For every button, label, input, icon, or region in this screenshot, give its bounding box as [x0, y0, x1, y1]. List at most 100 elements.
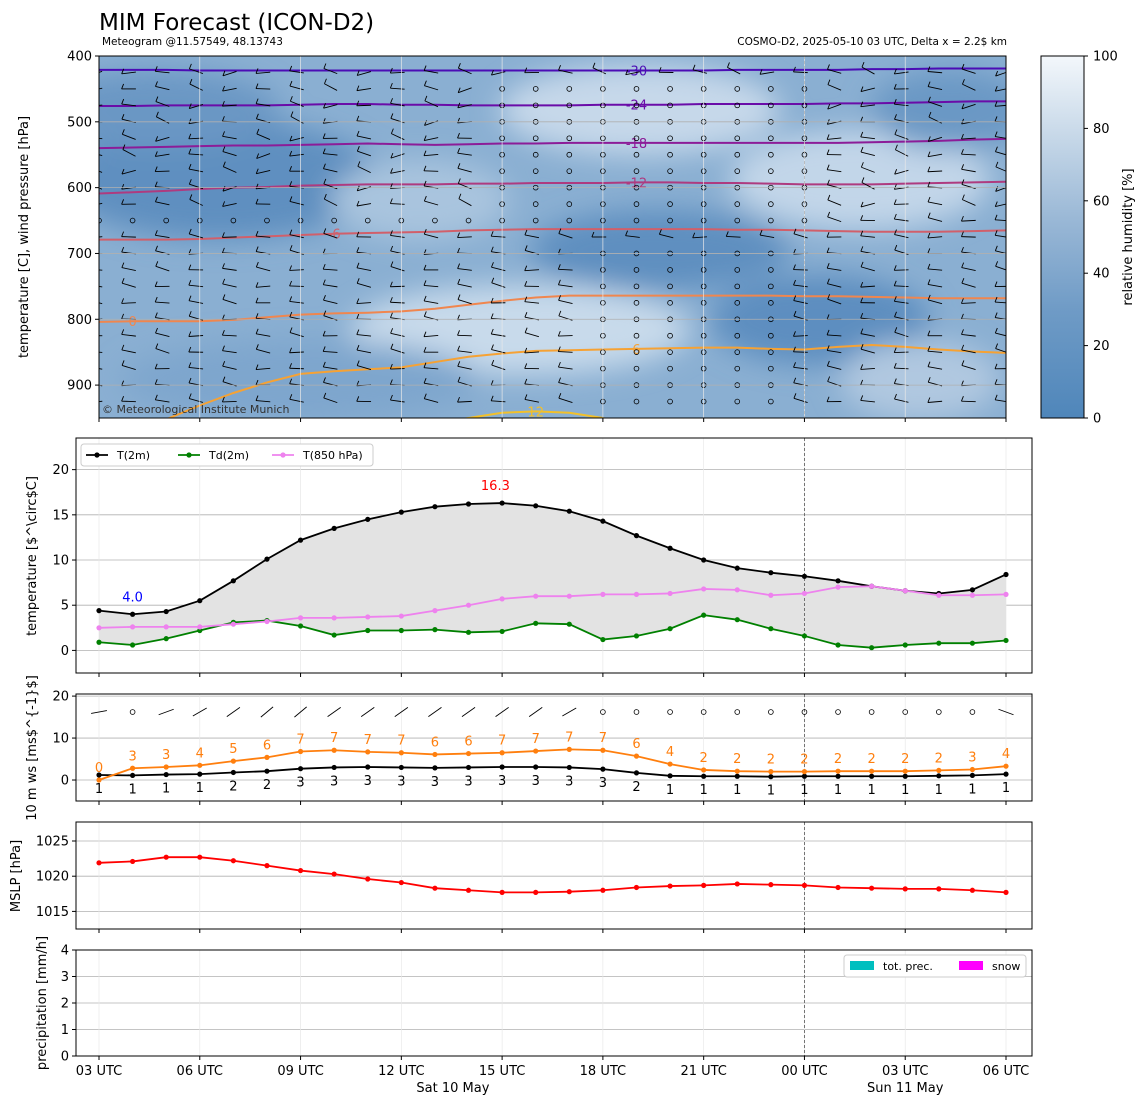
wind-frame — [75, 693, 1033, 802]
t2m-point — [230, 578, 236, 584]
wind-mean-point — [1003, 771, 1009, 777]
wind-barb — [894, 169, 909, 175]
wind-barb — [155, 153, 170, 157]
wind-barb-flag — [221, 314, 225, 320]
wind-barb-flag — [860, 297, 864, 303]
wind-mean-point — [533, 764, 539, 770]
wind-barb-flag — [994, 101, 998, 107]
wind-barb-flag — [491, 344, 494, 350]
wind-barb-flag — [222, 201, 226, 207]
t850-point — [230, 621, 236, 627]
wind-barb-flag — [155, 81, 158, 87]
calm-marker — [768, 102, 774, 109]
gust-label: 7 — [364, 733, 372, 748]
isotherm--18 — [99, 137, 1006, 150]
wind-barb-flag — [289, 378, 293, 384]
gust-label: 4 — [1002, 747, 1010, 762]
td2m-point — [633, 633, 640, 639]
wind-barb-flag — [356, 329, 360, 335]
calm-marker — [734, 300, 741, 306]
wind-barb — [793, 300, 808, 304]
y-tick-label: 20 — [52, 463, 69, 478]
wind-barb — [155, 136, 170, 142]
calm-marker — [936, 709, 942, 715]
calm-marker — [633, 365, 640, 372]
wind-barb — [390, 399, 405, 403]
wind-barb-flag — [558, 310, 562, 317]
wind-barb-flag — [356, 360, 360, 366]
humidity-contours — [99, 65, 1006, 418]
wind-barb-flag — [860, 261, 864, 268]
wind-barb-flag — [188, 148, 192, 155]
wind-barb-flag — [356, 313, 360, 320]
td2m-point — [869, 645, 875, 651]
wind-barb-flag — [793, 393, 797, 399]
wind-barb — [827, 267, 842, 271]
wind-barb — [99, 236, 103, 238]
wind-gust-point — [96, 777, 102, 783]
wind-barb-flag — [255, 328, 259, 334]
calm-marker — [633, 201, 640, 207]
wind-barb — [356, 203, 372, 207]
wind-barb — [289, 85, 304, 91]
wind-barb-flag — [827, 79, 831, 85]
wind-barb-flag — [289, 363, 292, 369]
t850-point — [969, 592, 976, 598]
wind-gust-point — [869, 768, 875, 774]
wind-barb — [323, 104, 338, 109]
wind-barb-flag — [155, 343, 159, 349]
wind-barb — [759, 234, 775, 239]
mslp-point — [264, 863, 270, 869]
time-tick-label: 15 UTC — [479, 1064, 525, 1079]
wind-barb — [458, 67, 472, 75]
td2m-point — [163, 636, 169, 642]
wind-barb — [962, 83, 976, 91]
wind-barb — [995, 104, 1006, 107]
td2m-line — [98, 614, 1007, 649]
td2m-point — [129, 642, 136, 648]
calm-marker — [364, 217, 371, 224]
wind-barb-flag — [860, 281, 864, 288]
wind-barb — [860, 266, 875, 272]
mean-wind-label: 3 — [532, 774, 540, 789]
mslp-plot-area — [76, 822, 1032, 929]
t850-point — [163, 624, 169, 630]
wind-barb-flag — [927, 294, 931, 301]
mslp-point — [465, 887, 472, 893]
calm-marker — [465, 217, 472, 224]
wind-barb — [122, 149, 136, 157]
mean-wind-label: 1 — [968, 782, 976, 797]
calm-marker — [768, 300, 774, 306]
wind-plot-area — [76, 694, 1032, 801]
wind-barb-flag — [390, 98, 393, 104]
calm-marker — [667, 217, 673, 224]
wind-mean-point — [902, 773, 908, 779]
gust-label: 6 — [632, 737, 640, 752]
gust-label: 2 — [901, 752, 909, 767]
upper-air-yticks: 400 500 600 700 800 900 — [67, 50, 99, 394]
t2m-point — [398, 509, 404, 515]
wind-barb-flag — [221, 232, 225, 238]
wind-barb-flag — [255, 261, 259, 268]
wind-barb — [961, 364, 976, 371]
calm-marker — [734, 151, 741, 158]
wind-barb-flag — [995, 161, 999, 168]
wind-barb-flag — [995, 146, 998, 152]
calm-marker — [600, 709, 606, 715]
wind-barb — [189, 398, 204, 403]
wind-barb-flag — [88, 346, 90, 351]
td2m-point — [499, 628, 505, 635]
wind-barb-flag — [994, 201, 998, 207]
wind-barb — [491, 235, 506, 238]
wind-barb — [99, 104, 103, 106]
calm-marker — [768, 349, 774, 355]
mslp-point — [96, 860, 102, 866]
mslp-frame — [75, 821, 1033, 930]
t2m-point — [129, 611, 136, 617]
wind-barb-flag — [927, 330, 931, 336]
wind-barb — [99, 269, 103, 271]
wind-mean-point — [566, 764, 572, 771]
wind-barb — [524, 269, 540, 272]
t2m-point — [432, 504, 438, 510]
wind-barb-flag — [323, 103, 326, 109]
